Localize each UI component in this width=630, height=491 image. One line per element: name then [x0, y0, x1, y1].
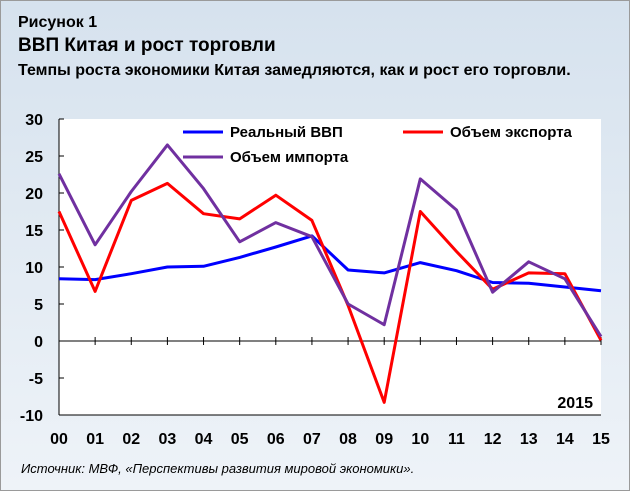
figure-label: Рисунок 1 — [18, 14, 98, 31]
y-tick-label: -5 — [29, 371, 43, 388]
y-tick-label: 15 — [25, 223, 43, 240]
x-tick-label: 11 — [448, 431, 465, 448]
legend-label-2: Объем экспорта — [450, 124, 573, 141]
y-tick-label: 30 — [25, 112, 43, 129]
x-tick-label: 14 — [556, 431, 574, 448]
x-tick-label: 00 — [50, 431, 68, 448]
series-line-1 — [58, 234, 602, 293]
year-annotation: 2015 — [557, 395, 593, 412]
x-tick-label: 05 — [231, 431, 249, 448]
figure-subtitle: Темпы роста экономики Китая замедляются,… — [18, 62, 571, 79]
x-tick-label: 13 — [520, 431, 538, 448]
x-tick-label: 12 — [484, 431, 502, 448]
x-tick-label: 08 — [339, 431, 357, 448]
y-tick-label: 5 — [34, 297, 43, 314]
x-tick-label: 04 — [195, 431, 213, 448]
x-tick-label: 02 — [122, 431, 140, 448]
legend-label-1: Реальный ВВП — [230, 124, 343, 141]
series-line-2 — [57, 181, 603, 404]
x-tick-label: 06 — [267, 431, 285, 448]
x-tick-label: 09 — [375, 431, 393, 448]
x-tick-label: 15 — [592, 431, 610, 448]
y-tick-label: 20 — [25, 186, 43, 203]
y-tick-label: 0 — [34, 334, 43, 351]
source-note: Источник: МВФ, «Перспективы развития мир… — [21, 461, 415, 476]
series-lines — [57, 143, 603, 404]
legend-label-3: Объем импорта — [230, 149, 349, 166]
x-tick-label: 07 — [303, 431, 321, 448]
y-tick-label: 10 — [25, 260, 43, 277]
figure-title: ВВП Китая и рост торговли — [18, 35, 276, 56]
series-line-3 — [57, 143, 603, 338]
legend: Реальный ВВП Объем экспорта Объем импорта — [183, 124, 573, 166]
y-tick-label: -10 — [20, 408, 43, 425]
x-tick-label: 10 — [411, 431, 429, 448]
y-tick-label: 25 — [25, 149, 43, 166]
x-tick-label: 03 — [159, 431, 177, 448]
x-tick-label: 01 — [86, 431, 104, 448]
